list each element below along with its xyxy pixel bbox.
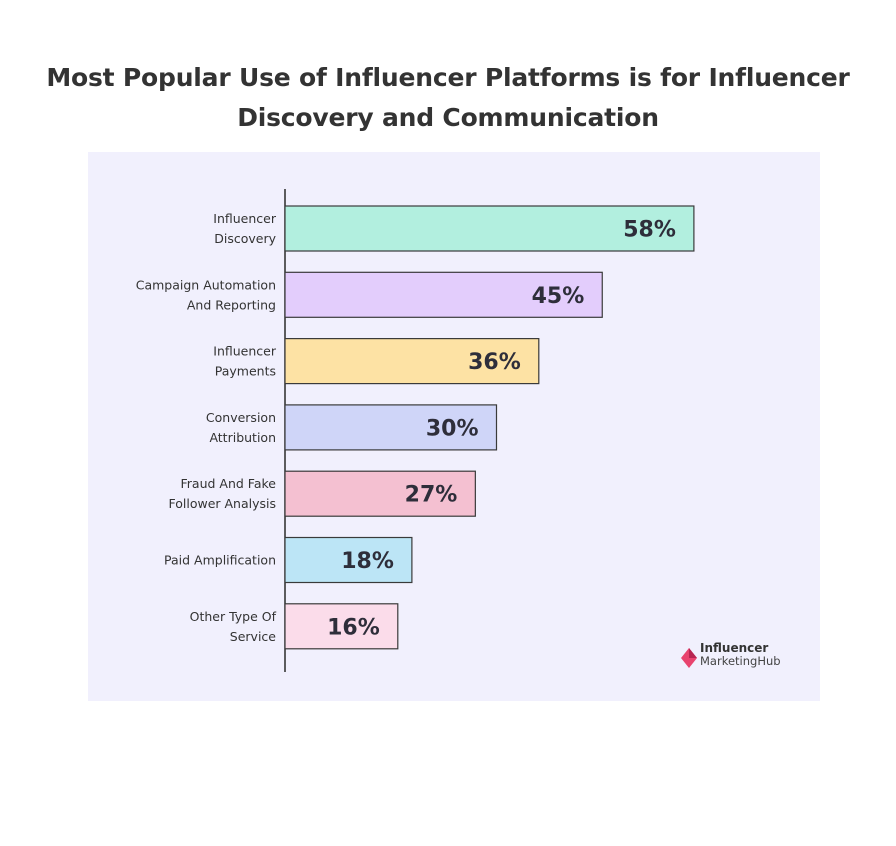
bar-value-label-4: 27% xyxy=(405,483,458,508)
bar-3 xyxy=(284,404,498,451)
bar-value-label-1: 45% xyxy=(532,284,585,309)
category-label-2-line-0: Influencer xyxy=(213,344,277,359)
bar-1 xyxy=(284,271,603,318)
bar-chart: 58% Influencer Discovery 45% Campaign Automa… xyxy=(136,189,695,672)
category-label-0-line-1: Discovery xyxy=(214,231,276,246)
category-label-1-line-1: And Reporting xyxy=(187,297,276,312)
category-label-2-line-1: Payments xyxy=(215,364,276,379)
bar-2 xyxy=(284,338,540,385)
category-label-3-line-0: Conversion xyxy=(206,410,276,425)
category-label-0-line-0: Influencer xyxy=(213,211,277,226)
bar-0 xyxy=(284,205,695,252)
category-label-6-line-0: Other Type Of xyxy=(190,609,277,624)
category-label-6-line-1: Service xyxy=(230,629,277,644)
pink-diamond-logo-icon xyxy=(681,648,697,668)
category-label-1-line-0: Campaign Automation xyxy=(136,277,276,292)
bar-value-label-6: 16% xyxy=(327,615,380,640)
category-label-4-line-0: Fraud And Fake xyxy=(181,476,277,491)
category-label-3-line-1: Attribution xyxy=(209,430,276,445)
bar-5 xyxy=(284,536,413,584)
chart-panel: 58% Influencer Discovery 45% Campaign Automa… xyxy=(88,152,820,701)
bar-4 xyxy=(284,470,476,517)
bar-value-label-2: 36% xyxy=(468,350,521,375)
chart-title: Most Popular Use of Influencer Platforms… xyxy=(46,63,850,132)
brand-logo: Influencer MarketingHub xyxy=(680,642,800,672)
logo-text-line1: Influencer xyxy=(700,641,769,655)
bar-value-label-5: 18% xyxy=(341,549,394,574)
category-label-4-line-1: Follower Analysis xyxy=(168,496,276,511)
bar-value-label-3: 30% xyxy=(426,416,479,441)
logo-text-line2: MarketingHub xyxy=(700,654,781,668)
bar-6 xyxy=(284,603,399,650)
bar-value-label-0: 58% xyxy=(623,218,676,243)
category-label-5-line-0: Paid Amplification xyxy=(164,553,276,568)
